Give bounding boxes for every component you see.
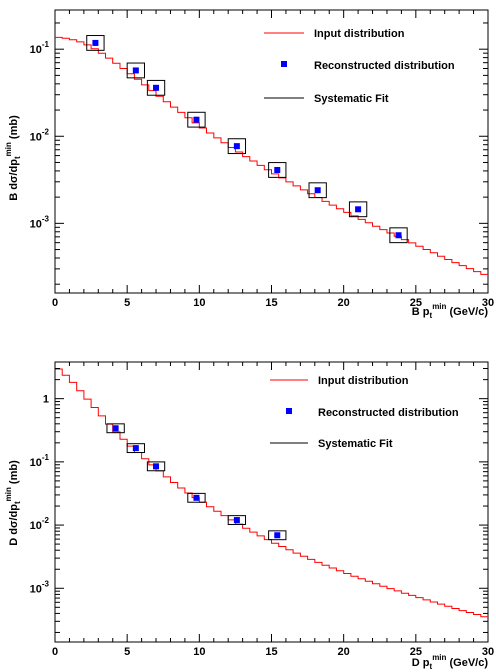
bottom-y-tick-label-3: 10-3 <box>30 579 50 595</box>
top-x-axis-label: B ptmin (GeV/c) <box>412 302 489 320</box>
top-legend-fit-label: Systematic Fit <box>314 93 389 105</box>
top-reconstructed-point-6 <box>314 187 321 194</box>
bottom-x-axis-label: D ptmin (GeV/c) <box>412 653 489 671</box>
bottom-systematic-box-2 <box>146 461 166 472</box>
top-systematic-box-8 <box>389 227 408 244</box>
top-reconstructed-point-4 <box>233 143 240 150</box>
bottom-axis-ticks: 0 5 10 15 20 25 30 1 10-1 10-2 10-3 <box>30 362 494 658</box>
top-reconstructed-point-7 <box>355 206 362 213</box>
bottom-reconstructed-point-3 <box>193 494 200 501</box>
bottom-systematic-box-1 <box>126 443 145 454</box>
bottom-y-tick-label-1: 10-1 <box>30 453 50 469</box>
top-systematic-box-2 <box>146 79 166 96</box>
bottom-reconstructed-point-2 <box>153 463 160 470</box>
top-axis-ticks: 0 5 10 15 20 25 30 10-1 10-2 10-3 <box>30 10 494 309</box>
top-reconstructed-point-1 <box>132 67 139 74</box>
bottom-legend-fit-label: Systematic Fit <box>318 438 393 450</box>
bottom-systematic-box-5 <box>268 530 287 541</box>
top-systematic-box-6 <box>308 182 327 199</box>
top-legend-input-label: Input distribution <box>314 28 405 40</box>
bottom-legend-reco-marker <box>286 408 292 414</box>
top-systematic-box-0 <box>86 35 105 51</box>
top-reconstructed-points <box>86 35 408 244</box>
top-reconstructed-point-3 <box>193 116 200 123</box>
top-y-axis-label: B dσ/dptmin (mb) <box>4 115 22 201</box>
top-legend: Input distribution Reconstructed distrib… <box>264 28 455 105</box>
bottom-x-tick-label-2: 10 <box>193 646 205 658</box>
top-x-tick-label-2: 10 <box>193 297 205 309</box>
top-legend-reco-label: Reconstructed distribution <box>314 60 455 72</box>
top-y-tick-label-1: 10-2 <box>30 127 50 143</box>
bottom-y-axis-label: D dσ/dptmin (mb) <box>4 460 22 546</box>
top-x-tick-label-4: 20 <box>338 297 350 309</box>
bottom-x-tick-label-4: 20 <box>338 646 350 658</box>
top-reconstructed-point-2 <box>153 84 160 91</box>
top-x-tick-label-5: 25 <box>410 297 422 309</box>
bottom-reconstructed-point-5 <box>274 532 281 539</box>
bottom-x-tick-label-6: 30 <box>482 646 494 658</box>
top-systematic-box-1 <box>126 62 145 79</box>
bottom-panel: 0 5 10 15 20 25 30 1 10-1 10-2 10-3 Input distribu… <box>4 361 494 671</box>
top-systematic-box-3 <box>187 111 206 128</box>
top-x-tick-label-6: 30 <box>482 297 494 309</box>
top-systematic-box-5 <box>268 162 287 178</box>
bottom-reconstructed-point-1 <box>132 445 139 452</box>
bottom-y-tick-label-0: 1 <box>43 394 49 406</box>
top-systematic-box-4 <box>227 138 247 155</box>
bottom-legend-reco-label: Reconstructed distribution <box>318 407 459 419</box>
bottom-x-tick-label-5: 25 <box>410 646 422 658</box>
top-systematic-box-7 <box>348 201 368 218</box>
top-panel: 0 5 10 15 20 25 30 10-1 10-2 10-3 Input distribut… <box>4 9 494 320</box>
bottom-y-tick-label-2: 10-2 <box>30 516 50 532</box>
top-x-tick-label-0: 0 <box>52 297 58 309</box>
top-x-tick-label-1: 5 <box>124 297 130 309</box>
bottom-legend-input-label: Input distribution <box>318 375 409 387</box>
bottom-legend: Input distribution Reconstructed distrib… <box>270 375 459 450</box>
bottom-x-tick-label-3: 15 <box>265 646 277 658</box>
top-reconstructed-point-8 <box>395 232 402 239</box>
top-y-tick-label-2: 10-3 <box>30 214 50 230</box>
top-x-tick-label-3: 15 <box>265 297 277 309</box>
top-legend-reco-marker <box>281 61 287 67</box>
bottom-x-tick-label-0: 0 <box>52 646 58 658</box>
bottom-reconstructed-point-4 <box>233 517 240 524</box>
bottom-x-tick-label-1: 5 <box>124 646 130 658</box>
top-reconstructed-point-5 <box>274 166 281 173</box>
top-reconstructed-point-0 <box>92 39 99 46</box>
bottom-systematic-box-0 <box>106 423 125 434</box>
bottom-reconstructed-point-0 <box>112 425 119 432</box>
bottom-systematic-box-3 <box>187 492 206 503</box>
bottom-systematic-box-4 <box>227 515 247 525</box>
bottom-reconstructed-points <box>106 423 287 541</box>
top-y-tick-label-0: 10-1 <box>30 40 50 56</box>
